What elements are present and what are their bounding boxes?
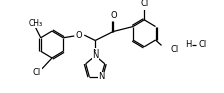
Text: CH₃: CH₃ [29, 19, 43, 28]
Text: N: N [98, 72, 104, 81]
Text: Cl: Cl [140, 0, 148, 8]
Text: O: O [76, 31, 83, 40]
Text: Cl: Cl [33, 68, 41, 77]
Text: N: N [92, 49, 98, 58]
Text: N: N [92, 51, 98, 60]
Text: O: O [111, 11, 118, 20]
Text: H: H [185, 40, 191, 49]
Text: Cl: Cl [170, 45, 179, 53]
Text: Cl: Cl [199, 40, 207, 49]
